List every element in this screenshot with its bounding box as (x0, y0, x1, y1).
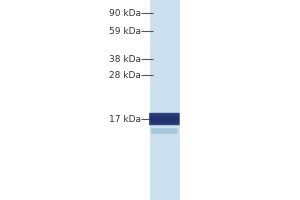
FancyBboxPatch shape (150, 116, 179, 122)
Text: 17 kDa: 17 kDa (109, 114, 141, 123)
FancyBboxPatch shape (150, 117, 179, 121)
FancyBboxPatch shape (150, 116, 179, 122)
Text: 59 kDa: 59 kDa (109, 26, 141, 36)
FancyBboxPatch shape (150, 118, 179, 120)
Text: 90 kDa: 90 kDa (109, 8, 141, 18)
FancyBboxPatch shape (149, 113, 180, 125)
FancyBboxPatch shape (151, 128, 178, 134)
FancyBboxPatch shape (150, 118, 179, 120)
FancyBboxPatch shape (150, 114, 179, 124)
FancyBboxPatch shape (150, 117, 179, 121)
FancyBboxPatch shape (150, 114, 179, 124)
Text: 28 kDa: 28 kDa (109, 71, 141, 79)
Text: 38 kDa: 38 kDa (109, 54, 141, 64)
Bar (150, 0, 180, 200)
